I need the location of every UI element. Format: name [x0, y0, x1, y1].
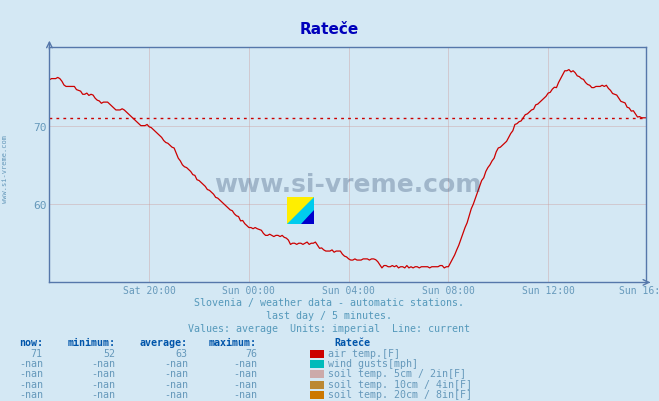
Text: -nan: -nan	[164, 379, 188, 389]
Polygon shape	[287, 197, 314, 225]
Text: www.si-vreme.com: www.si-vreme.com	[2, 134, 9, 203]
Text: -nan: -nan	[92, 379, 115, 389]
Text: wind gusts[mph]: wind gusts[mph]	[328, 358, 418, 368]
Text: 63: 63	[176, 348, 188, 358]
Polygon shape	[301, 211, 314, 225]
Text: soil temp. 30cm / 12in[F]: soil temp. 30cm / 12in[F]	[328, 400, 478, 401]
Text: www.si-vreme.com: www.si-vreme.com	[214, 172, 481, 196]
Text: Values: average  Units: imperial  Line: current: Values: average Units: imperial Line: cu…	[188, 323, 471, 333]
Text: -nan: -nan	[233, 358, 257, 368]
Text: minimum:: minimum:	[67, 337, 115, 347]
Text: -nan: -nan	[19, 379, 43, 389]
Text: Rateče: Rateče	[300, 22, 359, 37]
Text: Rateče: Rateče	[335, 337, 371, 347]
Text: soil temp. 10cm / 4in[F]: soil temp. 10cm / 4in[F]	[328, 379, 473, 389]
Text: -nan: -nan	[233, 379, 257, 389]
Text: -nan: -nan	[164, 369, 188, 379]
Text: -nan: -nan	[19, 389, 43, 399]
Text: -nan: -nan	[19, 400, 43, 401]
Text: 76: 76	[245, 348, 257, 358]
Text: -nan: -nan	[92, 358, 115, 368]
Text: -nan: -nan	[92, 400, 115, 401]
Text: 71: 71	[31, 348, 43, 358]
Text: 52: 52	[103, 348, 115, 358]
Text: -nan: -nan	[164, 389, 188, 399]
Text: -nan: -nan	[164, 358, 188, 368]
Text: maximum:: maximum:	[209, 337, 257, 347]
Text: -nan: -nan	[19, 358, 43, 368]
Text: soil temp. 5cm / 2in[F]: soil temp. 5cm / 2in[F]	[328, 369, 466, 379]
Text: air temp.[F]: air temp.[F]	[328, 348, 400, 358]
Text: -nan: -nan	[92, 369, 115, 379]
Text: -nan: -nan	[233, 369, 257, 379]
Text: average:: average:	[140, 337, 188, 347]
Polygon shape	[287, 197, 314, 225]
Text: -nan: -nan	[19, 369, 43, 379]
Text: last day / 5 minutes.: last day / 5 minutes.	[266, 310, 393, 320]
Text: -nan: -nan	[164, 400, 188, 401]
Text: soil temp. 20cm / 8in[F]: soil temp. 20cm / 8in[F]	[328, 389, 473, 399]
Text: -nan: -nan	[233, 389, 257, 399]
Text: now:: now:	[19, 337, 43, 347]
Text: Slovenia / weather data - automatic stations.: Slovenia / weather data - automatic stat…	[194, 298, 465, 308]
Text: -nan: -nan	[92, 389, 115, 399]
Text: -nan: -nan	[233, 400, 257, 401]
